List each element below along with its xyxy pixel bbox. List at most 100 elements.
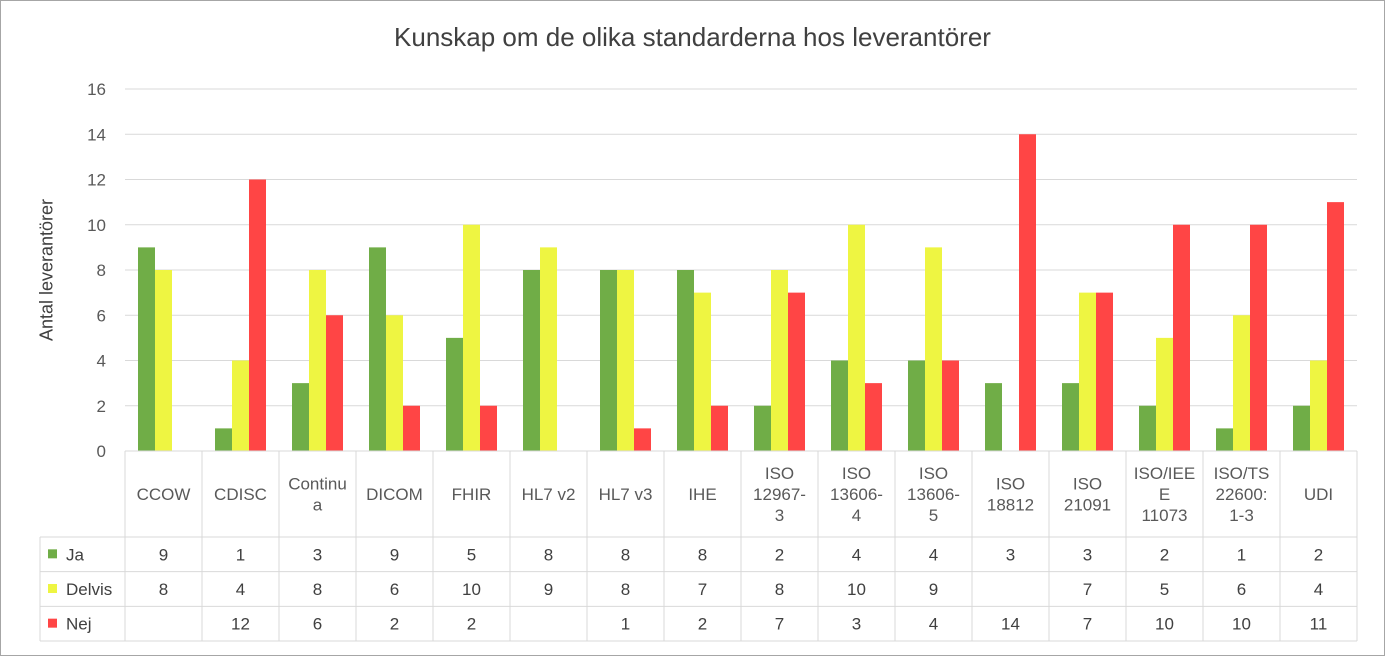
data-cell: 6 bbox=[1237, 580, 1246, 599]
bar-ja bbox=[1062, 383, 1079, 451]
y-tick-label: 4 bbox=[97, 352, 106, 371]
category-label: UDI bbox=[1304, 485, 1333, 504]
bar-delvis bbox=[232, 360, 249, 451]
data-cell: 10 bbox=[1155, 615, 1174, 634]
bar-nej bbox=[1019, 134, 1036, 451]
category-label: HL7 v2 bbox=[522, 485, 576, 504]
bar-nej bbox=[634, 428, 651, 451]
y-tick-label: 12 bbox=[87, 171, 106, 190]
bar-ja bbox=[292, 383, 309, 451]
bar-delvis bbox=[771, 270, 788, 451]
data-cell: 4 bbox=[852, 545, 861, 564]
category-label: HL7 v3 bbox=[599, 485, 653, 504]
bar-ja bbox=[600, 270, 617, 451]
y-axis-ticks: 0 2 4 6 8 10 12 14 16 bbox=[87, 80, 106, 461]
y-tick-label: 2 bbox=[97, 397, 106, 416]
category-label: E bbox=[1159, 485, 1170, 504]
data-cell: 2 bbox=[775, 545, 784, 564]
bar-delvis bbox=[1233, 315, 1250, 451]
bar-delvis bbox=[1310, 360, 1327, 451]
data-cell: 8 bbox=[775, 580, 784, 599]
bar-delvis bbox=[1156, 337, 1173, 451]
data-cell: 7 bbox=[775, 615, 784, 634]
category-label: ISO bbox=[842, 464, 871, 483]
data-cell: 3 bbox=[313, 545, 322, 564]
data-cell: 9 bbox=[544, 580, 553, 599]
bar-nej bbox=[865, 383, 882, 451]
bar-ja bbox=[985, 383, 1002, 451]
bar-ja bbox=[138, 247, 155, 451]
bar-ja bbox=[523, 270, 540, 451]
bar-nej bbox=[788, 292, 805, 451]
data-cell: 11 bbox=[1310, 615, 1328, 634]
bar-ja bbox=[831, 360, 848, 451]
data-cell: 7 bbox=[1083, 615, 1092, 634]
chart-title: Kunskap om de olika standarderna hos lev… bbox=[394, 22, 991, 52]
bar-delvis bbox=[694, 292, 711, 451]
data-cell: 9 bbox=[159, 545, 168, 564]
category-label: 13606- bbox=[830, 485, 883, 504]
data-table: CCOW CDISC Continu a DICOM FHIR HL7 v2 HL7 v3 IH… bbox=[39, 450, 1358, 642]
bar-nej bbox=[249, 179, 266, 451]
bar-ja bbox=[369, 247, 386, 451]
data-cell: 4 bbox=[929, 615, 938, 634]
data-cell: 8 bbox=[621, 580, 630, 599]
bar-delvis bbox=[155, 270, 172, 451]
category-label: a bbox=[313, 496, 323, 515]
bar-ja bbox=[677, 270, 694, 451]
y-tick-label: 10 bbox=[87, 216, 106, 235]
data-cell: 2 bbox=[390, 615, 399, 634]
bar-nej bbox=[1096, 292, 1113, 451]
data-cell: 10 bbox=[462, 580, 481, 599]
data-cell: 8 bbox=[313, 580, 322, 599]
bar-ja bbox=[908, 360, 925, 451]
data-cell: 8 bbox=[621, 545, 630, 564]
category-label: IHE bbox=[688, 485, 716, 504]
data-cell: 4 bbox=[929, 545, 938, 564]
bar-ja bbox=[446, 337, 463, 451]
category-label: CCOW bbox=[137, 485, 191, 504]
bar-nej bbox=[942, 360, 959, 451]
bar-nej bbox=[1250, 224, 1267, 451]
bar-delvis bbox=[848, 224, 865, 451]
bar-ja bbox=[1293, 405, 1310, 451]
data-cell: 1 bbox=[621, 615, 630, 634]
bar-nej bbox=[480, 405, 497, 451]
y-tick-label: 16 bbox=[87, 80, 106, 99]
data-cell: 4 bbox=[1314, 580, 1323, 599]
category-label: ISO bbox=[996, 475, 1025, 494]
bar-delvis bbox=[309, 270, 326, 451]
category-label: ISO/TS bbox=[1214, 464, 1270, 483]
data-cell: 6 bbox=[390, 580, 399, 599]
category-label: FHIR bbox=[452, 485, 492, 504]
category-label: 5 bbox=[929, 506, 938, 525]
data-cell: 1 bbox=[1237, 545, 1246, 564]
bar-nej bbox=[1327, 202, 1344, 451]
bar-nej bbox=[711, 405, 728, 451]
category-label: 21091 bbox=[1064, 496, 1111, 515]
category-label: 1-3 bbox=[1229, 506, 1254, 525]
data-cell: 5 bbox=[1160, 580, 1169, 599]
data-cell: 12 bbox=[231, 615, 250, 634]
data-cell: 8 bbox=[544, 545, 553, 564]
bar-delvis bbox=[540, 247, 557, 451]
category-label: CDISC bbox=[214, 485, 267, 504]
bar-delvis bbox=[617, 270, 634, 451]
bar-delvis bbox=[925, 247, 942, 451]
category-label: 13606- bbox=[907, 485, 960, 504]
category-label: 12967- bbox=[753, 485, 806, 504]
legend-label: Nej bbox=[66, 615, 92, 634]
y-tick-label: 8 bbox=[97, 261, 106, 280]
data-cell: 4 bbox=[236, 580, 245, 599]
data-cell: 9 bbox=[929, 580, 938, 599]
bar-ja bbox=[1139, 405, 1156, 451]
bar-delvis bbox=[463, 224, 480, 451]
data-cell: 2 bbox=[1314, 545, 1323, 564]
data-cell: 1 bbox=[236, 545, 245, 564]
data-cell: 8 bbox=[698, 545, 707, 564]
category-label: 22600: bbox=[1216, 485, 1268, 504]
category-label: ISO/IEE bbox=[1134, 464, 1195, 483]
legend-label: Delvis bbox=[66, 580, 112, 599]
data-cell: 7 bbox=[698, 580, 707, 599]
category-label: ISO bbox=[765, 464, 794, 483]
